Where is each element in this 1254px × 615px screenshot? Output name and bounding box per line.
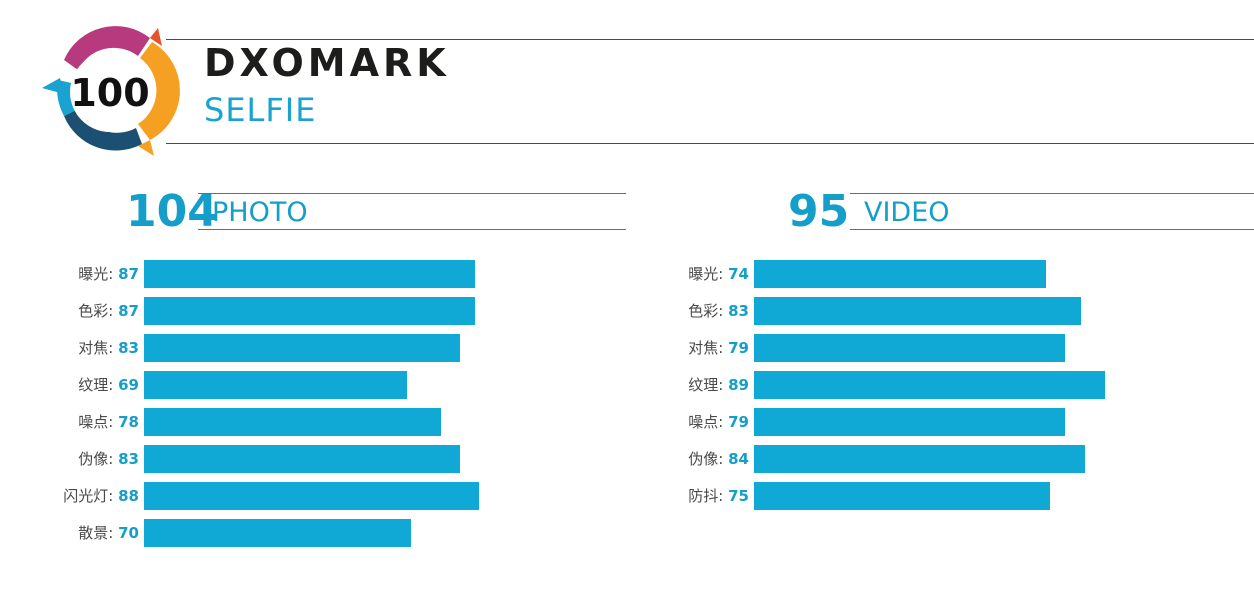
video-header-rule-top — [850, 193, 1254, 194]
video-row-label: 伪像: 84 — [688, 445, 749, 473]
video-bar — [754, 445, 1085, 473]
video-value-label: 89 — [728, 376, 749, 394]
video-category-label: 色彩: — [688, 302, 729, 320]
video-row-label: 噪点: 79 — [688, 408, 749, 436]
video-bar — [754, 482, 1050, 510]
video-category-label: 对焦: — [688, 339, 729, 357]
header-bottom-rule — [166, 143, 1254, 144]
photo-category-label: 散景: — [78, 524, 119, 542]
photo-category-label: 闪光灯: — [63, 487, 119, 505]
photo-value-label: 83 — [118, 339, 139, 357]
photo-value-label: 78 — [118, 413, 139, 431]
brand-category: SELFIE — [204, 91, 317, 129]
brand-title: DXOMARK — [204, 41, 450, 85]
video-value-label: 79 — [728, 413, 749, 431]
video-score: 95 — [788, 186, 850, 237]
video-category-label: 纹理: — [688, 376, 729, 394]
video-category-label: 噪点: — [688, 413, 729, 431]
header-top-rule — [166, 39, 1254, 40]
photo-row-label: 纹理: 69 — [78, 371, 139, 399]
photo-category-label: 对焦: — [78, 339, 119, 357]
video-bar — [754, 371, 1105, 399]
photo-row-label: 散景: 70 — [78, 519, 139, 547]
video-category-label: 防抖: — [688, 487, 729, 505]
video-row-label: 色彩: 83 — [688, 297, 749, 325]
photo-bar — [144, 519, 411, 547]
video-header-rule-bottom — [850, 229, 1254, 230]
video-bar — [754, 334, 1065, 362]
photo-row-label: 噪点: 78 — [78, 408, 139, 436]
photo-value-label: 88 — [118, 487, 139, 505]
photo-value-label: 70 — [118, 524, 139, 542]
photo-header-rule-bottom — [198, 229, 626, 230]
photo-title: PHOTO — [212, 197, 308, 228]
photo-value-label: 83 — [118, 450, 139, 468]
photo-bar — [144, 408, 441, 436]
photo-row-label: 曝光: 87 — [78, 260, 139, 288]
photo-bar — [144, 334, 460, 362]
video-row-label: 曝光: 74 — [688, 260, 749, 288]
photo-category-label: 曝光: — [78, 265, 119, 283]
photo-bar — [144, 371, 407, 399]
video-value-label: 79 — [728, 339, 749, 357]
video-value-label: 84 — [728, 450, 749, 468]
dxomark-score-badge: 100 — [42, 26, 180, 156]
photo-header-rule-top — [198, 193, 626, 194]
photo-row-label: 色彩: 87 — [78, 297, 139, 325]
video-row-label: 对焦: 79 — [688, 334, 749, 362]
photo-row-label: 闪光灯: 88 — [63, 482, 139, 510]
video-row-label: 纹理: 89 — [688, 371, 749, 399]
video-row-label: 防抖: 75 — [688, 482, 749, 510]
photo-bar — [144, 445, 460, 473]
photo-value-label: 69 — [118, 376, 139, 394]
photo-bar — [144, 260, 475, 288]
video-bar — [754, 260, 1046, 288]
video-value-label: 75 — [728, 487, 749, 505]
photo-category-label: 色彩: — [78, 302, 119, 320]
video-value-label: 83 — [728, 302, 749, 320]
photo-category-label: 伪像: — [78, 450, 119, 468]
video-category-label: 曝光: — [688, 265, 729, 283]
photo-value-label: 87 — [118, 302, 139, 320]
video-category-label: 伪像: — [688, 450, 729, 468]
photo-row-label: 对焦: 83 — [78, 334, 139, 362]
photo-score: 104 — [126, 186, 218, 237]
video-title: VIDEO — [864, 197, 950, 228]
photo-value-label: 87 — [118, 265, 139, 283]
video-value-label: 74 — [728, 265, 749, 283]
photo-bar — [144, 482, 479, 510]
badge-score: 100 — [70, 71, 149, 115]
photo-category-label: 噪点: — [78, 413, 119, 431]
video-bar — [754, 408, 1065, 436]
photo-category-label: 纹理: — [78, 376, 119, 394]
photo-bar — [144, 297, 475, 325]
photo-row-label: 伪像: 83 — [78, 445, 139, 473]
video-bar — [754, 297, 1081, 325]
